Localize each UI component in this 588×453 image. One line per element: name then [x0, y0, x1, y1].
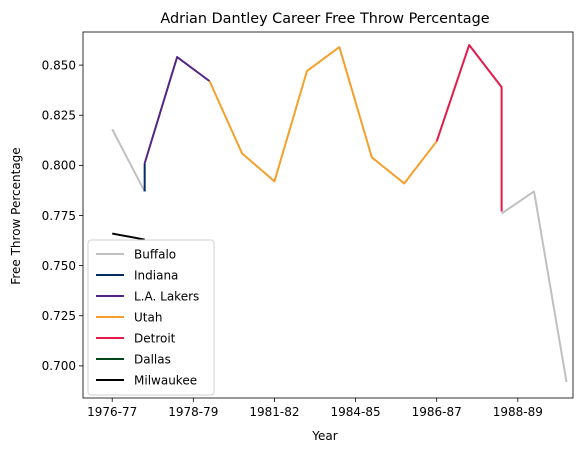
legend-label-detroit: Detroit: [134, 331, 176, 345]
legend-label-dallas: Dallas: [134, 352, 171, 366]
legend-label-buffalo: Buffalo: [134, 247, 176, 261]
series-line-buffalo-7: [501, 190, 568, 383]
y-tick-label: 0.775: [42, 209, 76, 223]
legend: Buffalo Indiana L.A. Lakers Utah Detroit Dall…: [87, 239, 215, 396]
series-line-detroit-4: [435, 44, 503, 212]
y-tick-label: 0.725: [42, 309, 76, 323]
legend-label-milwaukee: Milwaukee: [134, 373, 197, 387]
x-tick-label: 1984-85: [331, 405, 381, 419]
x-tick-label: 1986-87: [412, 405, 462, 419]
y-tick-label: 0.800: [42, 159, 76, 173]
series-line-buffalo-0: [111, 128, 146, 192]
x-tick-label: 1981-82: [249, 405, 299, 419]
legend-label-utah: Utah: [134, 310, 162, 324]
x-tick-label: 1976-77: [87, 405, 137, 419]
y-tick-label: 0.700: [42, 359, 76, 373]
y-axis-label: Free Throw Percentage: [9, 147, 23, 284]
plot-frame: [82, 31, 574, 399]
y-tick-label: 0.825: [42, 109, 76, 123]
series-line-utah-3: [208, 46, 438, 185]
legend-label-indiana: Indiana: [134, 268, 178, 282]
x-tick-label: 1978-79: [168, 405, 218, 419]
series-lines: [111, 44, 568, 383]
legend-label-l-a-lakers: L.A. Lakers: [134, 289, 199, 303]
series-line-milwaukee-6: [112, 232, 145, 241]
x-axis-label: Year: [311, 429, 337, 443]
y-tick-label: 0.750: [42, 259, 76, 273]
legend-box: [87, 239, 215, 396]
y-tick-label: 0.850: [42, 58, 76, 72]
x-tick-label: 1988-89: [493, 405, 543, 419]
chart-title: Adrian Dantley Career Free Throw Percent…: [160, 11, 489, 27]
axes: 1976-77 1978-79 1981-82 1984-85 1986-87 1988-…: [42, 31, 574, 419]
series-line-l-a-lakers-2: [143, 56, 211, 164]
